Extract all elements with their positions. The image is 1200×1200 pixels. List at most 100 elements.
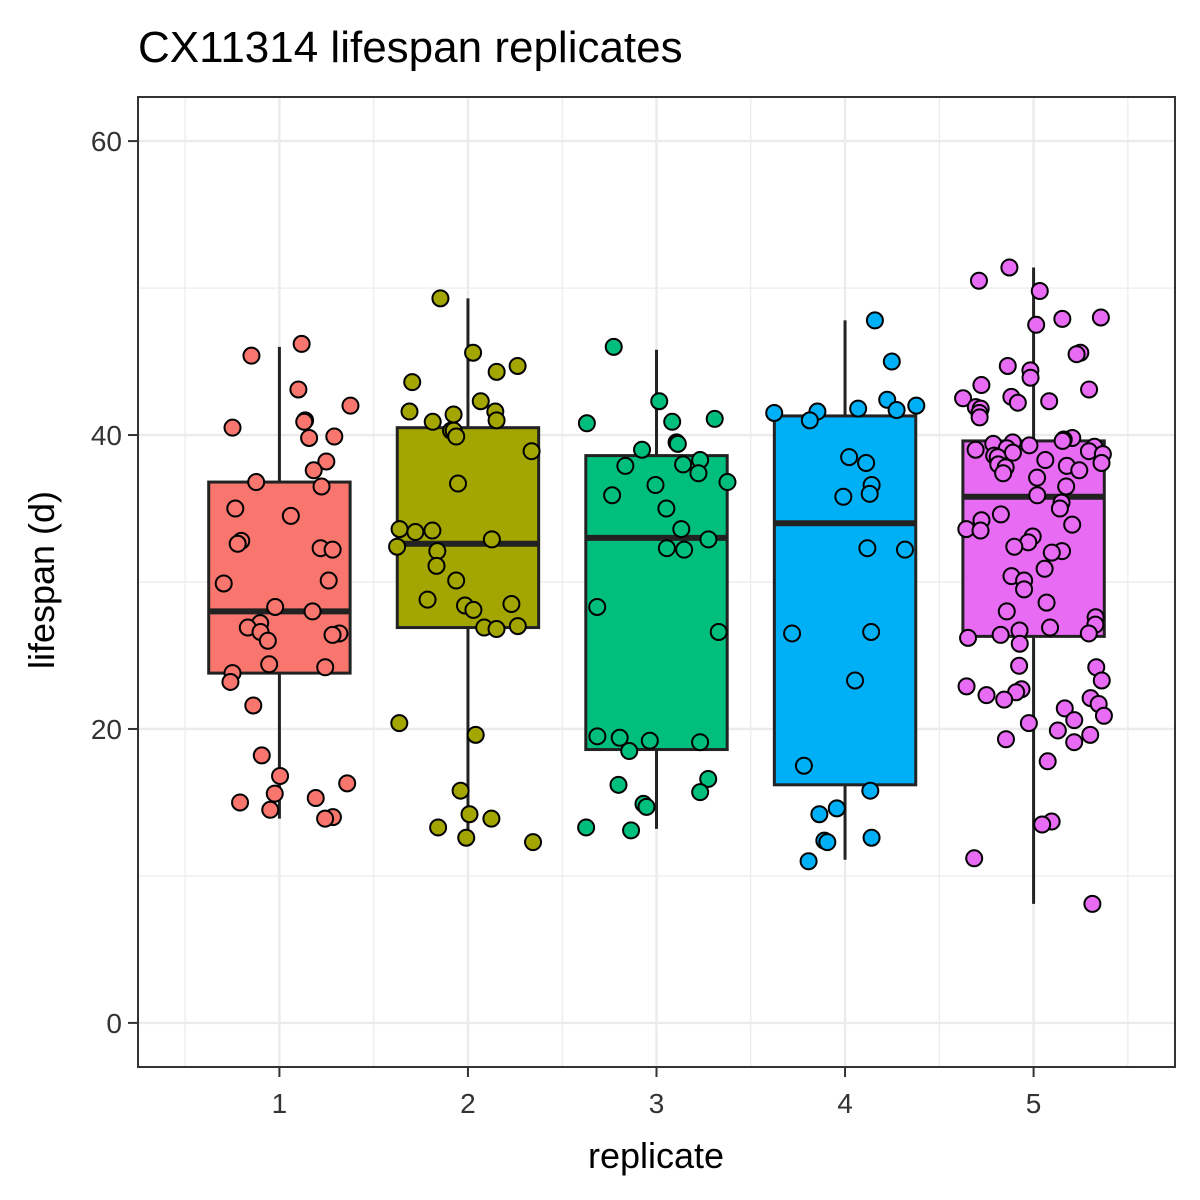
data-point (1063, 515, 1082, 534)
data-point (482, 530, 501, 549)
data-point (637, 797, 656, 816)
data-point (577, 818, 596, 837)
data-point (231, 793, 250, 812)
data-point (1048, 721, 1067, 740)
data-point (858, 539, 877, 558)
data-point (1070, 461, 1089, 480)
data-point (865, 311, 884, 330)
data-point (972, 376, 991, 395)
data-point (709, 622, 728, 641)
data-point (646, 476, 665, 494)
data-point (303, 602, 322, 621)
data-point (1010, 634, 1029, 653)
data-point (604, 337, 623, 356)
data-point (699, 769, 718, 788)
data-point (1055, 699, 1074, 718)
data-point (765, 403, 784, 422)
data-point (300, 428, 319, 447)
data-point (620, 742, 639, 761)
data-point (1041, 618, 1060, 637)
plot-area: 0 20 40 60 1 2 3 4 5 (91, 96, 1176, 1119)
data-point (954, 389, 973, 408)
data-point (447, 571, 466, 590)
data-point (226, 499, 245, 518)
data-point (718, 473, 737, 492)
data-point (959, 628, 978, 647)
data-point (971, 521, 990, 540)
data-point (991, 505, 1010, 524)
data-point (994, 464, 1013, 483)
data-point (846, 671, 865, 690)
data-point (1015, 580, 1034, 599)
data-point (508, 617, 527, 636)
data-point (1079, 624, 1098, 643)
data-point (887, 401, 906, 420)
data-point (423, 521, 442, 540)
y-axis-title: lifespan (d) (21, 491, 62, 669)
data-point (633, 440, 652, 459)
data-point (214, 574, 233, 593)
points-3 (577, 337, 737, 840)
data-point (429, 818, 448, 837)
data-point (242, 346, 261, 365)
x-tick-label: 1 (272, 1088, 288, 1119)
box-iqr (772, 414, 918, 787)
data-point (882, 352, 901, 371)
data-point (977, 686, 996, 705)
data-point (428, 542, 447, 561)
data-point (663, 412, 682, 431)
data-point (810, 805, 829, 824)
data-point (1081, 725, 1100, 744)
data-point (860, 484, 879, 503)
data-point (247, 473, 266, 492)
data-point (460, 805, 479, 824)
data-point (657, 539, 676, 558)
data-point (957, 677, 976, 696)
x-tick-label: 3 (649, 1088, 665, 1119)
data-point (427, 556, 446, 575)
data-point (1033, 815, 1052, 834)
data-point (1040, 392, 1059, 411)
y-tick-label: 0 (106, 1008, 122, 1039)
data-point (508, 356, 527, 375)
box-3 (584, 349, 729, 829)
data-point (265, 784, 284, 803)
data-point (668, 434, 687, 453)
data-point (312, 477, 331, 496)
data-point (252, 746, 271, 765)
y-tick-label: 60 (91, 126, 122, 157)
data-point (295, 412, 314, 431)
data-point (996, 730, 1015, 749)
data-point (818, 833, 837, 852)
data-point (464, 343, 483, 362)
x-axis-title: replicate (588, 1135, 724, 1176)
data-point (325, 427, 344, 446)
y-tick-label: 40 (91, 420, 122, 451)
data-point (1065, 711, 1084, 730)
data-point (271, 767, 290, 785)
data-point (451, 781, 470, 800)
data-point (1010, 656, 1029, 675)
box-4 (772, 320, 918, 860)
data-point (650, 392, 669, 411)
data-point (1020, 436, 1039, 455)
data-point (281, 506, 300, 525)
data-point (995, 690, 1014, 709)
data-point (1019, 714, 1038, 733)
x-tick-label: 2 (460, 1088, 476, 1119)
data-point (487, 411, 506, 430)
data-point (1005, 537, 1024, 556)
data-point (691, 733, 710, 752)
data-point (610, 728, 629, 747)
data-point (1067, 345, 1086, 364)
data-point (705, 409, 724, 428)
data-point (487, 362, 506, 381)
data-point (323, 625, 342, 644)
data-point (261, 800, 280, 819)
data-point (862, 828, 881, 847)
data-point (1053, 309, 1072, 328)
points-2 (388, 289, 543, 852)
data-point (609, 775, 628, 794)
chart-title: CX11314 lifespan replicates (138, 23, 683, 72)
